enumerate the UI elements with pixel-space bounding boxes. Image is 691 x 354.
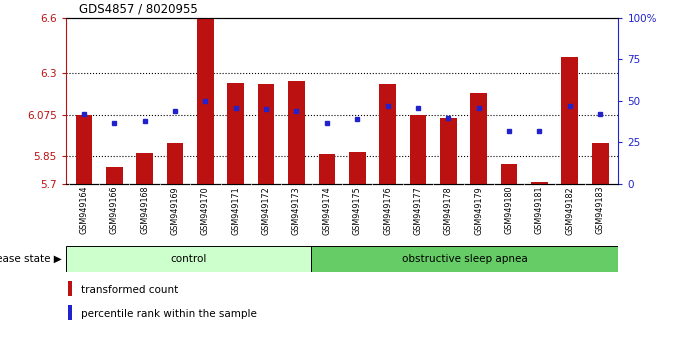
Bar <box>68 281 73 296</box>
Text: GSM949169: GSM949169 <box>171 186 180 235</box>
FancyBboxPatch shape <box>66 246 312 272</box>
Bar <box>288 81 305 184</box>
Text: obstructive sleep apnea: obstructive sleep apnea <box>402 254 528 264</box>
Text: GSM949183: GSM949183 <box>596 186 605 234</box>
Text: GSM949170: GSM949170 <box>201 186 210 235</box>
Text: control: control <box>170 254 207 264</box>
Text: GDS4857 / 8020955: GDS4857 / 8020955 <box>79 3 198 16</box>
Text: transformed count: transformed count <box>81 285 178 295</box>
Text: GSM949168: GSM949168 <box>140 186 149 234</box>
Bar <box>349 152 366 184</box>
Bar <box>197 18 214 184</box>
Bar <box>562 57 578 184</box>
Bar <box>136 153 153 184</box>
Bar <box>227 83 244 184</box>
Text: GSM949171: GSM949171 <box>231 186 240 235</box>
Text: GSM949180: GSM949180 <box>504 186 513 234</box>
Text: GSM949174: GSM949174 <box>323 186 332 235</box>
Bar <box>167 143 183 184</box>
Text: GSM949179: GSM949179 <box>474 186 483 235</box>
Text: GSM949166: GSM949166 <box>110 186 119 234</box>
Bar <box>410 115 426 184</box>
Bar <box>319 154 335 184</box>
Bar <box>531 182 548 184</box>
Bar <box>379 84 396 184</box>
Text: GSM949173: GSM949173 <box>292 186 301 235</box>
Text: GSM949172: GSM949172 <box>262 186 271 235</box>
Bar <box>592 143 609 184</box>
Bar <box>106 167 122 184</box>
Bar <box>440 119 457 184</box>
Bar <box>501 164 518 184</box>
Bar <box>471 92 487 184</box>
Text: GSM949164: GSM949164 <box>79 186 88 234</box>
Text: GSM949177: GSM949177 <box>413 186 422 235</box>
Bar <box>258 84 274 184</box>
Text: GSM949176: GSM949176 <box>383 186 392 235</box>
Bar <box>75 115 92 184</box>
FancyBboxPatch shape <box>312 246 618 272</box>
Bar <box>68 305 73 320</box>
Text: GSM949178: GSM949178 <box>444 186 453 235</box>
Text: GSM949181: GSM949181 <box>535 186 544 234</box>
Text: percentile rank within the sample: percentile rank within the sample <box>81 309 256 319</box>
Text: GSM949182: GSM949182 <box>565 186 574 235</box>
Text: disease state ▶: disease state ▶ <box>0 254 62 264</box>
Text: GSM949175: GSM949175 <box>352 186 361 235</box>
